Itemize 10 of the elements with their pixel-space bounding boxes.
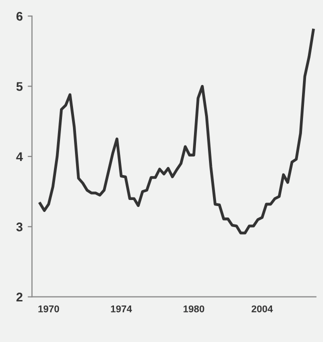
x-tick-label: 1970 bbox=[38, 305, 60, 312]
y-tick-label: 2 bbox=[16, 292, 22, 302]
y-tick-label: 3 bbox=[16, 222, 22, 232]
x-tick-label: 1980 bbox=[184, 305, 204, 312]
y-tick-label: 6 bbox=[16, 12, 22, 21]
x-tick-label: 2004 bbox=[252, 305, 273, 312]
line-series bbox=[38, 28, 315, 234]
x-tick-label: 1974 bbox=[111, 305, 132, 312]
y-tick-label: 4 bbox=[16, 152, 23, 161]
y-tick-label: 5 bbox=[16, 82, 23, 91]
